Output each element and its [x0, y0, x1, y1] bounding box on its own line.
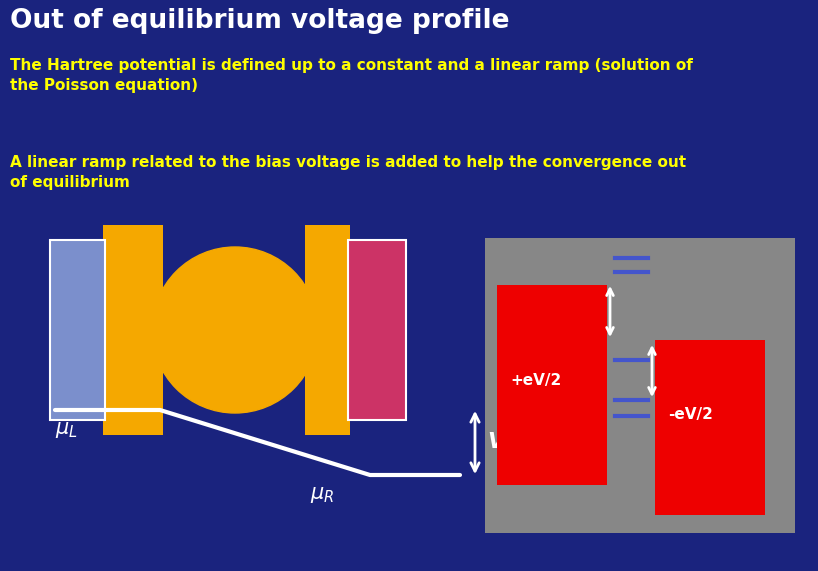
Text: $\mu_L$: $\mu_L$	[55, 420, 78, 440]
Bar	[655, 340, 765, 515]
Bar	[348, 240, 406, 420]
Text: $\mu_R$: $\mu_R$	[310, 485, 335, 505]
Bar	[497, 285, 607, 485]
Bar	[103, 225, 163, 435]
Bar	[50, 240, 105, 420]
Text: -eV/2: -eV/2	[668, 408, 712, 423]
Text: The Hartree potential is defined up to a constant and a linear ramp (solution of: The Hartree potential is defined up to a…	[10, 58, 693, 93]
Bar	[485, 238, 795, 533]
Text: V: V	[487, 432, 504, 452]
Circle shape	[152, 247, 318, 413]
Text: Out of equilibrium voltage profile: Out of equilibrium voltage profile	[10, 8, 510, 34]
Text: +eV/2: +eV/2	[510, 372, 561, 388]
Bar	[305, 225, 350, 435]
Text: A linear ramp related to the bias voltage is added to help the convergence out
o: A linear ramp related to the bias voltag…	[10, 155, 686, 190]
